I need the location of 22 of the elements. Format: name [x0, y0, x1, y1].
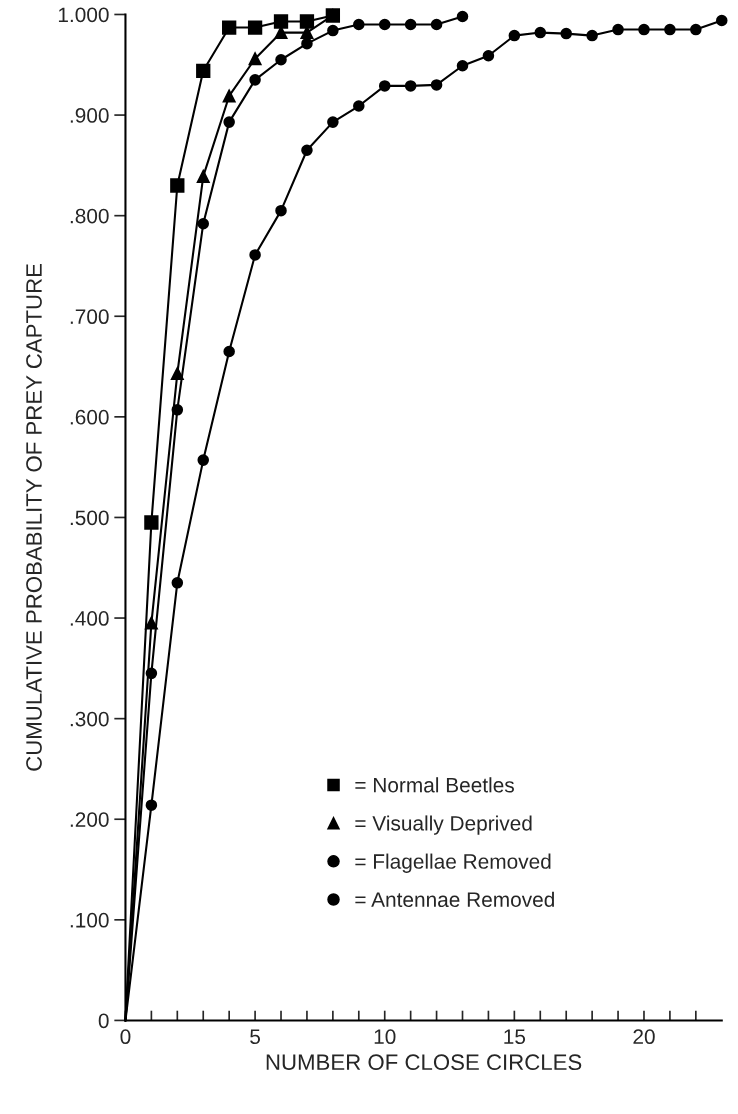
- y-tick-label: .400: [70, 611, 109, 626]
- x-tick-label: 20: [633, 1029, 655, 1045]
- y-axis-title: CUMULATIVE PROBABILITY OF PREY CAPTURE: [26, 264, 42, 771]
- y-tick-label: .300: [70, 711, 109, 727]
- y-tick-label: .900: [70, 108, 109, 123]
- y-tick-label: .800: [70, 208, 109, 224]
- x-tick-label: 0: [120, 1029, 131, 1045]
- y-tick-label: .700: [70, 309, 109, 325]
- y-tick-label: .200: [70, 812, 109, 827]
- y-tick-label: .500: [70, 510, 109, 526]
- legend-label: = Flagellae Removed: [355, 853, 551, 873]
- y-tick-label: 1.000: [58, 7, 109, 23]
- y-tick-label: 0: [98, 1013, 109, 1029]
- legend-label: = Antennae Removed: [355, 891, 554, 908]
- x-tick-label: 10: [374, 1029, 396, 1045]
- y-tick-label: .100: [70, 912, 109, 928]
- x-tick-label: 5: [250, 1029, 261, 1045]
- legend-label: = Visually Deprived: [355, 815, 532, 835]
- x-axis-title: NUMBER OF CLOSE CIRCLES: [266, 1054, 582, 1071]
- legend-label: = Normal Beetles: [355, 777, 514, 793]
- x-tick-label: 15: [504, 1029, 526, 1045]
- y-tick-label: .600: [70, 409, 109, 425]
